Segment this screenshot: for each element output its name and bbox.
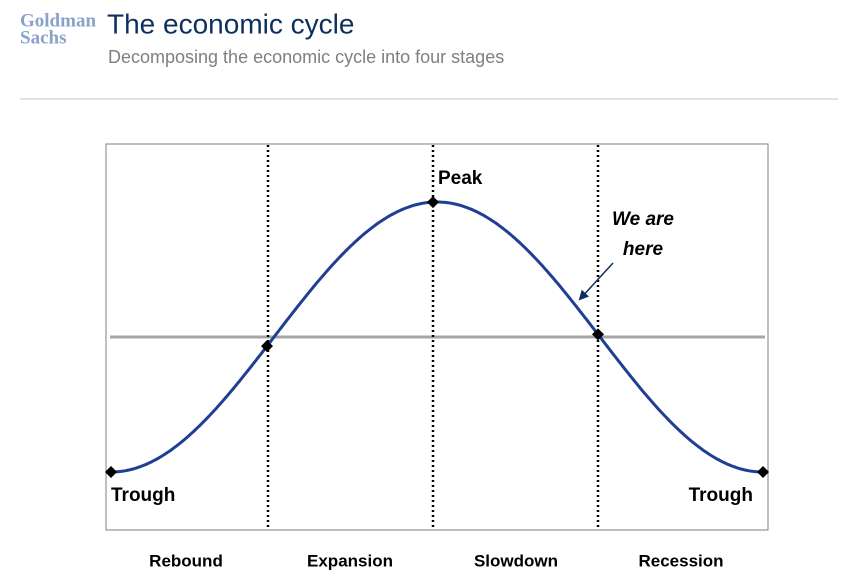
stage-dividers xyxy=(266,145,600,530)
cycle-point xyxy=(757,466,769,478)
cycle-point xyxy=(105,466,117,478)
peak-label: Peak xyxy=(438,168,483,189)
annotation: here xyxy=(623,239,664,260)
cycle-points xyxy=(105,196,769,478)
annotation: We are xyxy=(612,209,674,230)
logo-line: Sachs xyxy=(20,27,66,48)
stage-label: Rebound xyxy=(149,551,223,570)
cycle-point xyxy=(427,196,439,209)
cycle-point xyxy=(592,328,604,341)
frame xyxy=(105,143,769,531)
stage-label: Slowdown xyxy=(474,551,558,570)
stage-label: Expansion xyxy=(307,551,393,570)
title: The economic cycle xyxy=(107,8,354,39)
annotation-arrow xyxy=(578,262,614,301)
trough-label: Trough xyxy=(111,485,175,506)
cycle-point xyxy=(261,340,273,353)
trough-label: Trough xyxy=(689,485,753,506)
stage-label: Recession xyxy=(638,551,723,570)
logo-line: Goldman xyxy=(20,10,96,31)
subtitle: Decomposing the economic cycle into four… xyxy=(108,47,504,67)
